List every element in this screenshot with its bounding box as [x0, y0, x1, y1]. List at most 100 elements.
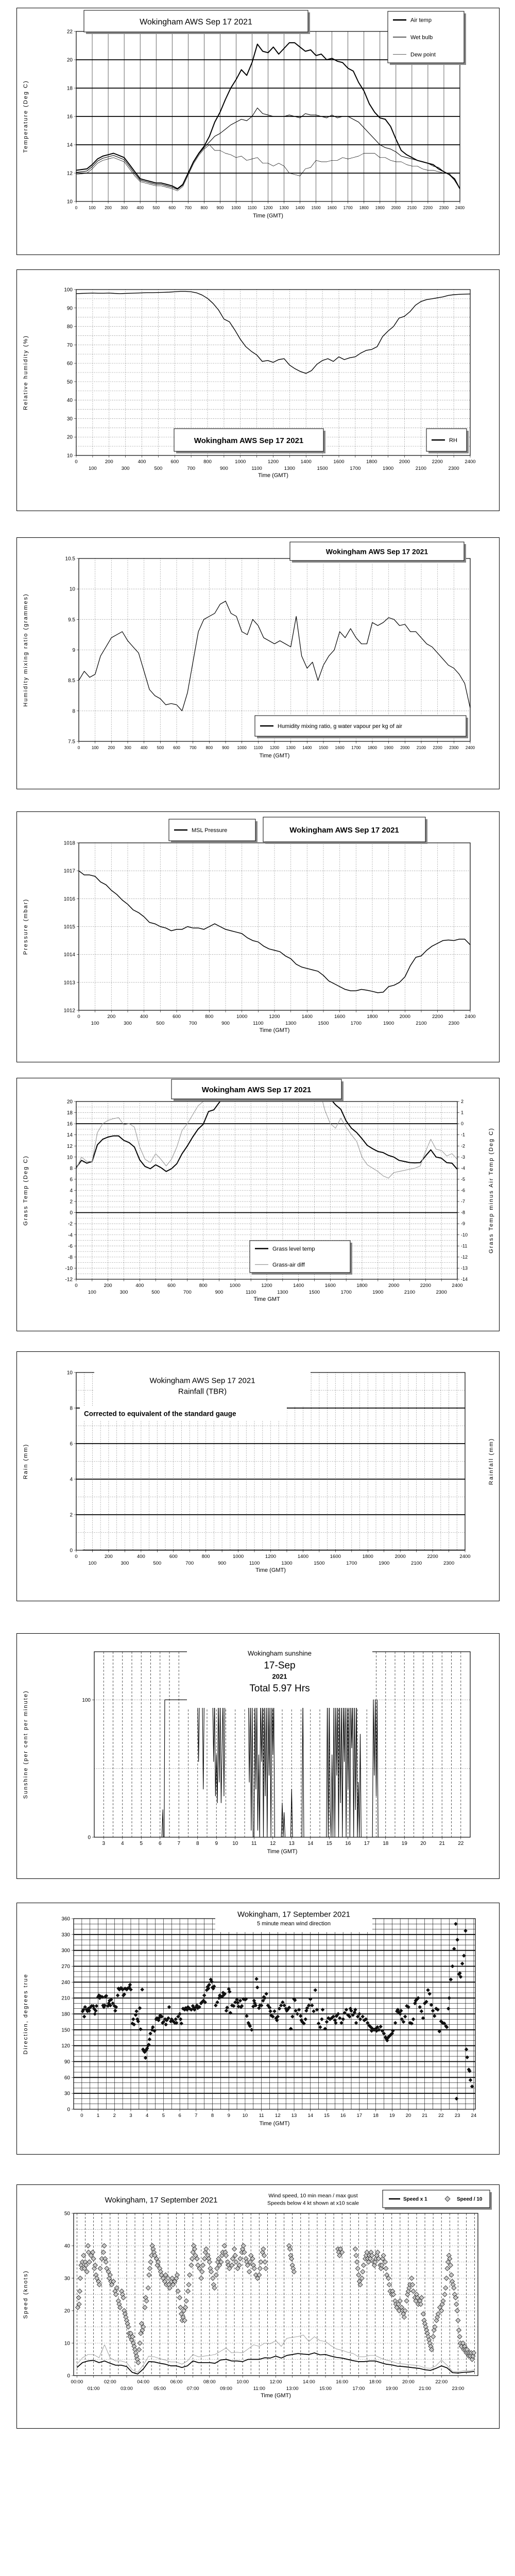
svg-text:200: 200	[105, 206, 112, 210]
svg-text:Time (GMT): Time (GMT)	[258, 472, 288, 479]
svg-text:1600: 1600	[325, 1283, 336, 1289]
svg-text:-10: -10	[461, 1232, 468, 1238]
svg-text:400: 400	[138, 459, 146, 465]
svg-text:1200: 1200	[269, 1014, 280, 1020]
svg-text:Rain (mm): Rain (mm)	[23, 1444, 29, 1479]
svg-text:1700: 1700	[351, 1021, 362, 1026]
svg-text:-11: -11	[461, 1243, 467, 1248]
svg-text:600: 600	[173, 1014, 181, 1020]
svg-text:8: 8	[211, 2113, 214, 2119]
svg-text:1400: 1400	[302, 1014, 313, 1020]
svg-text:1013: 1013	[64, 980, 76, 986]
svg-text:2100: 2100	[417, 745, 426, 750]
svg-text:1014: 1014	[64, 952, 76, 958]
svg-text:0: 0	[88, 1835, 91, 1841]
svg-text:Corrected to equivalent of the: Corrected to equivalent of the standard …	[84, 1410, 236, 1417]
svg-text:1: 1	[97, 2113, 99, 2119]
svg-text:14:00: 14:00	[303, 2379, 315, 2385]
svg-text:14: 14	[307, 2113, 313, 2119]
svg-text:1100: 1100	[251, 466, 262, 471]
svg-text:Rainfall (mm): Rainfall (mm)	[488, 1438, 494, 1485]
svg-text:240: 240	[61, 1980, 70, 1986]
svg-text:30: 30	[67, 416, 73, 422]
svg-text:200: 200	[105, 1554, 113, 1560]
svg-text:2100: 2100	[416, 1021, 426, 1026]
svg-text:1015: 1015	[64, 924, 76, 930]
svg-text:12: 12	[67, 1144, 73, 1149]
svg-text:9: 9	[215, 1841, 218, 1846]
svg-text:20: 20	[64, 2309, 71, 2314]
svg-text:8.5: 8.5	[68, 678, 75, 684]
svg-text:14: 14	[307, 1841, 314, 1846]
svg-text:300: 300	[124, 1021, 132, 1026]
svg-text:Relative humidity (%): Relative humidity (%)	[23, 335, 29, 410]
svg-text:2000: 2000	[388, 1283, 399, 1289]
svg-text:Time (GMT): Time (GMT)	[261, 2393, 291, 2399]
svg-text:1700: 1700	[344, 206, 353, 210]
svg-text:1900: 1900	[379, 1561, 389, 1566]
svg-text:Rainfall (TBR): Rainfall (TBR)	[178, 1387, 227, 1396]
svg-text:18: 18	[67, 1110, 73, 1116]
svg-text:1100: 1100	[249, 1561, 260, 1566]
svg-text:330: 330	[61, 1932, 70, 1938]
svg-text:Wokingham AWS Sep 17 2021: Wokingham AWS Sep 17 2021	[326, 548, 428, 556]
svg-text:0: 0	[78, 745, 80, 750]
svg-text:08:00: 08:00	[203, 2379, 216, 2385]
svg-text:60: 60	[67, 361, 73, 367]
chart-msl-pressure: 0 100 200 300 400 500 600 700 800 900 1000 1100 1200…	[16, 811, 500, 1062]
grass-temp-plot: 0100200300400500600700800900100011001200…	[17, 1078, 499, 1331]
svg-text:700: 700	[190, 745, 197, 750]
svg-text:70: 70	[67, 343, 73, 348]
svg-text:800: 800	[205, 1014, 213, 1020]
svg-text:Time (GMT): Time (GMT)	[260, 2121, 290, 2127]
svg-text:6: 6	[70, 1442, 73, 1447]
svg-text:1200: 1200	[261, 1283, 272, 1289]
svg-text:300: 300	[122, 466, 130, 471]
svg-text:400: 400	[135, 1283, 144, 1289]
svg-text:10: 10	[243, 2113, 248, 2119]
svg-text:1000: 1000	[236, 1014, 247, 1020]
chart-rainfall: 0 100 200 300 400 500 600 700 800 900 1000 1100 1200…	[16, 1351, 500, 1601]
svg-text:11:00: 11:00	[253, 2386, 265, 2392]
svg-text:-8: -8	[68, 1255, 73, 1260]
svg-text:0: 0	[67, 2374, 70, 2379]
svg-text:17-Sep: 17-Sep	[264, 1660, 295, 1671]
svg-text:13: 13	[291, 2113, 297, 2119]
svg-text:2: 2	[70, 1513, 73, 1518]
svg-text:2400: 2400	[459, 1554, 470, 1560]
svg-text:1016: 1016	[64, 896, 76, 902]
svg-text:200: 200	[108, 745, 115, 750]
svg-text:14: 14	[67, 1132, 73, 1138]
svg-text:300: 300	[121, 1561, 129, 1566]
svg-text:1700: 1700	[341, 1290, 352, 1295]
svg-text:500: 500	[153, 1561, 161, 1566]
svg-text:60: 60	[64, 2075, 71, 2081]
svg-text:2021: 2021	[272, 1672, 287, 1680]
svg-text:10: 10	[64, 2341, 71, 2347]
svg-text:Pressure (mbar): Pressure (mbar)	[23, 899, 29, 955]
svg-text:15: 15	[327, 1841, 333, 1846]
svg-text:12:00: 12:00	[270, 2379, 282, 2385]
svg-text:-4: -4	[68, 1232, 73, 1238]
msl-pressure-plot: 0 100 200 300 400 500 600 700 800 900 1000 1100 1200…	[17, 812, 499, 1062]
svg-text:0: 0	[80, 2113, 83, 2119]
wind-speed-plot: 00:00 01:00 02:00 03:00 04:00 05:00 06:00 07:00…	[17, 2185, 499, 2428]
chart-humidity-mixing-ratio: 0 100 200 300 400 500 600 700 800 900 1000 1100 1200…	[16, 537, 500, 789]
svg-text:2100: 2100	[416, 466, 426, 471]
svg-text:0: 0	[77, 1014, 80, 1020]
svg-text:800: 800	[203, 459, 212, 465]
svg-text:12: 12	[67, 171, 73, 177]
svg-text:03:00: 03:00	[121, 2386, 133, 2392]
svg-text:4: 4	[121, 1841, 124, 1846]
svg-text:19: 19	[389, 2113, 395, 2119]
svg-text:0: 0	[461, 1121, 464, 1126]
svg-text:10: 10	[67, 1370, 73, 1376]
svg-text:300: 300	[124, 745, 131, 750]
svg-text:21:00: 21:00	[419, 2386, 431, 2392]
humidity-mixing-ratio-plot: 0 100 200 300 400 500 600 700 800 900 1000 1100 1200…	[17, 538, 499, 789]
relative-humidity-plot: 0 100 200 300 400 500 600 700 800 900 1000 1100 1200…	[17, 270, 499, 511]
svg-text:700: 700	[183, 1290, 192, 1295]
svg-text:40: 40	[67, 398, 73, 403]
svg-text:100: 100	[91, 1021, 99, 1026]
svg-text:Time (GMT): Time (GMT)	[255, 1567, 286, 1573]
